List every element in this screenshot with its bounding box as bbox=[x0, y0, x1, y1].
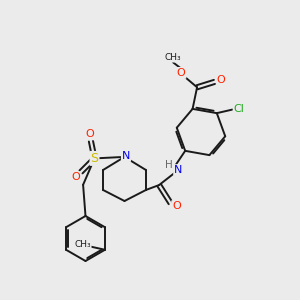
Text: O: O bbox=[71, 172, 80, 182]
Text: S: S bbox=[91, 152, 98, 165]
Text: N: N bbox=[122, 151, 130, 161]
Text: CH₃: CH₃ bbox=[165, 53, 182, 62]
Text: O: O bbox=[172, 201, 181, 211]
Text: O: O bbox=[177, 68, 186, 78]
Text: O: O bbox=[85, 129, 94, 140]
Text: CH₃: CH₃ bbox=[74, 240, 91, 249]
Text: Cl: Cl bbox=[234, 104, 244, 114]
Text: H: H bbox=[165, 160, 173, 170]
Text: N: N bbox=[174, 165, 182, 175]
Text: O: O bbox=[217, 75, 226, 85]
